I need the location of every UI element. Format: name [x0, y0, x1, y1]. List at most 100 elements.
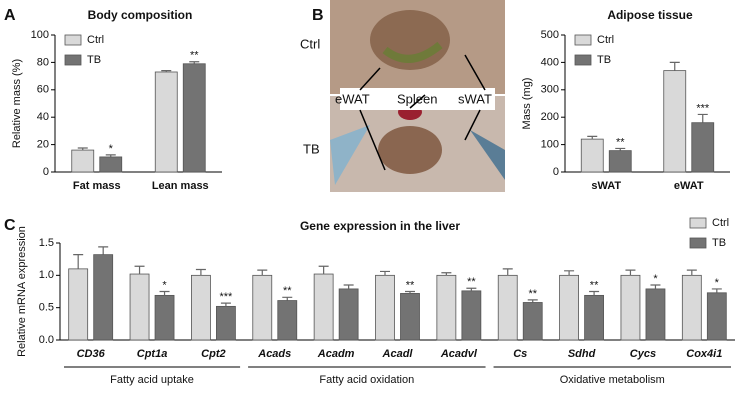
bar	[252, 274, 273, 341]
error-bar	[405, 290, 415, 294]
bar	[584, 294, 604, 341]
legend-label: Ctrl	[712, 217, 729, 229]
y-axis-label: Mass (mg)	[521, 78, 533, 130]
y-tick-label: 1.0	[39, 269, 54, 281]
x-tick-label: Cpt2	[201, 348, 225, 360]
bar	[191, 274, 211, 341]
chart-title: Gene expression in the liver	[300, 219, 460, 233]
x-tick-label: Acadm	[317, 348, 355, 360]
bar	[154, 71, 178, 173]
bar	[645, 288, 666, 341]
error-bar	[466, 287, 477, 291]
x-tick-label: sWAT	[591, 180, 621, 192]
bar	[375, 274, 395, 341]
bar	[154, 294, 175, 341]
bar	[71, 149, 95, 173]
significance: **	[616, 136, 625, 148]
y-tick-label: 1.5	[39, 237, 54, 249]
error-bar	[159, 290, 170, 296]
x-tick-label: CD36	[77, 348, 106, 360]
error-bar	[189, 61, 200, 64]
error-bar	[343, 284, 354, 289]
bar	[400, 293, 420, 341]
panel-letter: A	[4, 7, 16, 24]
error-bar	[587, 135, 598, 140]
x-tick-label: Acadl	[382, 348, 414, 360]
legend-swatch	[689, 237, 707, 249]
significance: **	[283, 285, 292, 297]
legend-label: Ctrl	[597, 34, 614, 46]
significance: **	[467, 276, 476, 288]
error-bar	[318, 265, 329, 275]
y-tick-label: 0	[43, 166, 49, 178]
bar	[580, 138, 604, 173]
y-tick-label: 0	[553, 166, 559, 178]
photo-label: eWAT	[335, 91, 370, 106]
bar	[608, 150, 632, 173]
significance: *	[653, 273, 658, 285]
y-tick-label: 100	[541, 139, 559, 151]
bar	[93, 254, 114, 341]
bar	[129, 273, 150, 341]
bar	[436, 274, 457, 341]
bar	[706, 292, 727, 341]
bar	[182, 63, 206, 173]
error-bar	[564, 270, 575, 276]
y-tick-label: 500	[541, 29, 559, 41]
legend-label: TB	[87, 54, 101, 66]
organ	[378, 126, 442, 174]
significance: **	[190, 50, 199, 62]
error-bar	[380, 270, 390, 276]
bar	[277, 300, 298, 341]
error-bar	[697, 113, 708, 123]
x-tick-label: eWAT	[674, 180, 704, 192]
error-bar	[650, 284, 661, 289]
y-tick-label: 300	[541, 84, 559, 96]
photo: Ctrl TB eWAT Spleen sWAT	[300, 0, 505, 192]
significance: **	[528, 288, 537, 300]
label-band	[340, 88, 495, 110]
error-bar	[625, 269, 636, 276]
y-tick-label: 80	[37, 56, 49, 68]
organ	[382, 41, 443, 63]
legend-label: Ctrl	[87, 34, 104, 46]
bar	[559, 274, 579, 341]
bar	[313, 273, 334, 341]
error-bar	[527, 299, 538, 303]
significance: *	[715, 277, 720, 289]
bar	[68, 268, 89, 341]
x-tick-label: Lean mass	[152, 180, 209, 192]
error-bar	[711, 288, 722, 293]
significance: **	[406, 279, 415, 291]
legend-swatch	[574, 54, 592, 66]
group-label: Oxidative metabolism	[560, 374, 665, 386]
error-bar	[589, 290, 600, 296]
photo-label: TB	[303, 141, 320, 156]
x-tick-label: Sdhd	[568, 348, 596, 360]
panel-letter: B	[312, 7, 324, 24]
bar	[620, 274, 641, 341]
group-label: Fatty acid uptake	[110, 374, 194, 386]
y-axis-label: Relative mRNA expression	[16, 226, 28, 357]
legend-label: TB	[712, 237, 726, 249]
significance: *	[109, 143, 114, 155]
x-tick-label: Cpt1a	[137, 348, 168, 360]
y-tick-label: 400	[541, 56, 559, 68]
legend-swatch	[574, 34, 592, 46]
bar	[681, 274, 702, 341]
legend-swatch	[64, 54, 82, 66]
x-tick-label: Fat mass	[73, 180, 121, 192]
bar	[497, 274, 518, 341]
significance: ***	[219, 291, 233, 303]
error-bar	[502, 268, 513, 276]
photo-label: Spleen	[397, 91, 437, 106]
y-tick-label: 60	[37, 84, 49, 96]
group-label: Fatty acid oxidation	[319, 374, 414, 386]
error-bar	[134, 265, 145, 275]
error-bar	[282, 296, 293, 301]
bar	[338, 288, 359, 341]
bar	[663, 70, 687, 173]
photo-label: sWAT	[458, 91, 492, 106]
error-bar	[257, 269, 268, 276]
